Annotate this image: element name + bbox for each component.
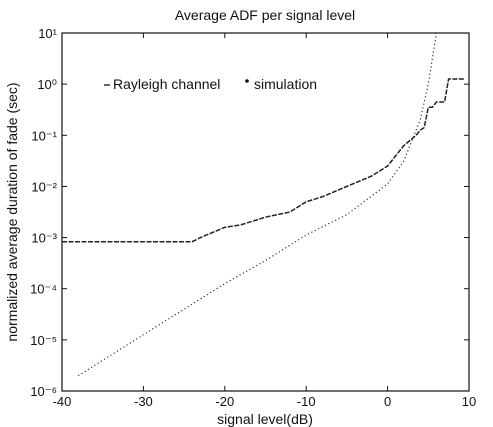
legend-text-rayleigh: Rayleigh channel: [113, 76, 220, 92]
plot-area: [61, 32, 470, 392]
y-tick-label: 10⁻¹: [31, 128, 57, 143]
x-tick-label: -30: [134, 394, 153, 409]
legend: Rayleigh channel simulation: [104, 76, 317, 92]
legend-text-simulation: simulation: [254, 76, 317, 92]
x-tick-label: 10: [462, 394, 476, 409]
y-tick-label: 10⁻⁵: [30, 333, 57, 348]
y-tick-label: 10⁻³: [31, 231, 57, 246]
series-line-rayleigh: [78, 32, 437, 377]
y-tick-label: 10⁻²: [31, 179, 57, 194]
x-axis: -40 -30 -20 -10 0 10: [53, 33, 476, 409]
series-layer: [62, 32, 465, 377]
series-line-simulation: [62, 78, 465, 243]
y-axis: 10¹ 10⁰ 10⁻¹ 10⁻² 10⁻³ 10⁻⁴ 10⁻⁵ 10⁻⁶: [30, 26, 469, 399]
y-axis-title: normalized average duration of fade (sec…: [4, 82, 20, 341]
y-tick-label: 10⁰: [37, 77, 57, 92]
chart-title: Average ADF per signal level: [175, 7, 355, 23]
x-axis-title: signal level(dB): [217, 411, 313, 427]
y-tick-label: 10⁻⁶: [30, 384, 57, 399]
x-tick-label: -20: [215, 394, 234, 409]
x-tick-label: -10: [297, 394, 316, 409]
x-tick-label: 0: [384, 394, 391, 409]
legend-marker-simulation: [245, 79, 249, 83]
y-tick-label: 10⁻⁴: [30, 282, 57, 297]
x-tick-label: -40: [53, 394, 72, 409]
y-tick-label: 10¹: [38, 26, 57, 41]
